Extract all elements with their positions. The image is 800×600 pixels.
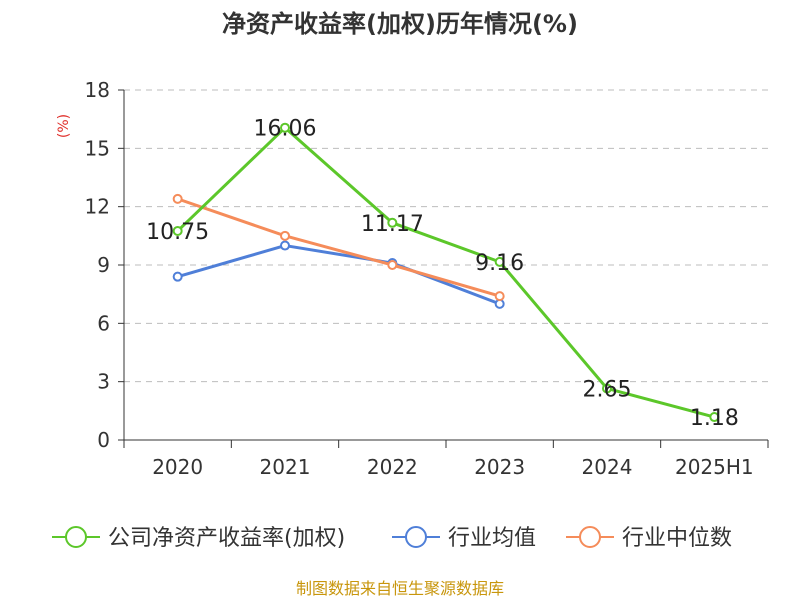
y-tick-label: 12 bbox=[85, 195, 110, 219]
y-tick-label: 15 bbox=[85, 136, 110, 160]
y-axis-label: (%) bbox=[56, 114, 72, 138]
data-point bbox=[602, 383, 612, 394]
series-lines bbox=[172, 122, 720, 423]
data-point bbox=[387, 260, 398, 270]
data-label: 11.17 bbox=[361, 212, 424, 237]
data-point bbox=[172, 271, 183, 282]
data-label: 9.16 bbox=[475, 251, 524, 276]
data-point bbox=[387, 217, 398, 228]
y-tick-label: 9 bbox=[97, 253, 110, 277]
series-line-1 bbox=[177, 244, 501, 306]
data-point bbox=[494, 256, 505, 267]
x-tick-label: 2025H1 bbox=[675, 455, 754, 479]
data-label: 16.06 bbox=[254, 117, 317, 142]
legend-label: 行业均值 bbox=[448, 526, 536, 551]
legend-marker-icon bbox=[405, 526, 427, 548]
legend: 公司净资产收益率(加权) 行业均值 行业中位数 bbox=[52, 526, 732, 551]
data-labels: 10.75 16.06 11.17 9.16 2.65 1.18 bbox=[146, 117, 739, 431]
legend-label: 行业中位数 bbox=[622, 526, 732, 551]
axes: 0 3 6 9 12 15 18 2020 2021 2022 2023 2024 2025H1 bbox=[85, 78, 769, 479]
chart-title: 净资产收益率(加权)历年情况(%) bbox=[222, 10, 578, 38]
y-tick-label: 6 bbox=[97, 311, 110, 335]
data-point bbox=[494, 291, 505, 302]
data-point bbox=[172, 193, 183, 204]
x-tick-label: 2020 bbox=[152, 455, 203, 479]
legend-marker-icon bbox=[579, 526, 601, 548]
data-label: 2.65 bbox=[583, 377, 632, 402]
legend-label: 公司净资产收益率(加权) bbox=[108, 526, 345, 551]
data-point bbox=[172, 225, 183, 236]
y-tick-label: 0 bbox=[97, 428, 110, 452]
x-tick-label: 2021 bbox=[260, 455, 311, 479]
series-line-2 bbox=[177, 197, 501, 298]
data-point bbox=[280, 122, 290, 133]
y-tick-label: 3 bbox=[97, 370, 110, 394]
data-source-note: 制图数据来自恒生聚源数据库 bbox=[296, 579, 504, 598]
series-line-0 bbox=[176, 126, 715, 419]
data-label: 1.18 bbox=[690, 406, 739, 431]
data-point bbox=[709, 412, 720, 423]
y-tick-label: 18 bbox=[85, 78, 110, 102]
data-point bbox=[280, 230, 290, 241]
grid-lines bbox=[124, 89, 768, 383]
legend-marker-icon bbox=[65, 526, 87, 548]
x-tick-label: 2022 bbox=[367, 455, 418, 479]
x-tick-label: 2024 bbox=[582, 455, 633, 479]
data-point bbox=[280, 240, 290, 251]
x-tick-label: 2023 bbox=[474, 455, 525, 479]
data-label: 10.75 bbox=[146, 220, 209, 245]
